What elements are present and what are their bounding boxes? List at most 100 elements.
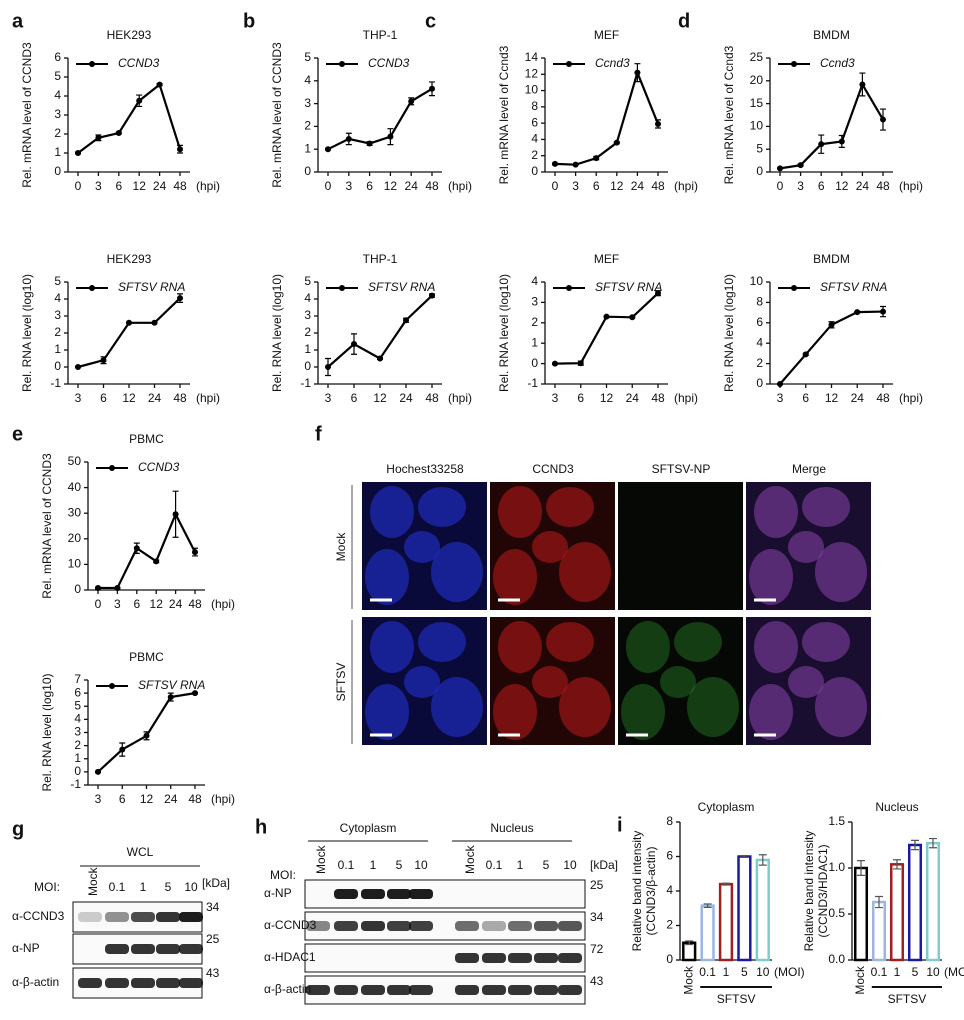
y-axis-label: Rel. RNA level (log10) bbox=[270, 274, 284, 392]
y-tick-label: 0 bbox=[54, 164, 61, 178]
y-tick-label: 0 bbox=[531, 164, 538, 178]
y-tick-label: 0 bbox=[531, 356, 538, 370]
data-point bbox=[95, 134, 102, 141]
legend-marker bbox=[566, 285, 572, 291]
lane-label: Mock bbox=[314, 844, 328, 874]
cell bbox=[493, 684, 537, 740]
column-label: CCND3 bbox=[532, 462, 574, 476]
x-tick-label: 6 bbox=[115, 179, 122, 193]
x-tick-label: 12 bbox=[610, 179, 624, 193]
data-point bbox=[325, 364, 331, 370]
data-point bbox=[143, 732, 150, 739]
blot-band bbox=[361, 889, 385, 899]
blot-band bbox=[156, 978, 180, 988]
blot-band bbox=[455, 985, 479, 995]
kda-label: 25 bbox=[206, 932, 220, 946]
blot-band bbox=[105, 912, 129, 922]
legend-marker bbox=[791, 61, 797, 67]
data-point bbox=[192, 690, 198, 697]
data-point bbox=[797, 162, 804, 169]
blot-band bbox=[387, 985, 411, 995]
data-point bbox=[126, 319, 132, 326]
y-tick-label: 4 bbox=[756, 335, 763, 349]
data-point bbox=[119, 746, 126, 753]
y-tick-label: -1 bbox=[70, 777, 81, 791]
chart-title: BMDM bbox=[813, 28, 850, 42]
y-tick-label: 5 bbox=[74, 698, 81, 712]
kda-label: 72 bbox=[590, 942, 604, 956]
y-tick-label: 6 bbox=[756, 315, 763, 329]
cell bbox=[365, 549, 409, 605]
data-point bbox=[114, 584, 121, 591]
bar bbox=[907, 843, 923, 962]
error-bar bbox=[703, 903, 712, 908]
micrograph bbox=[618, 617, 743, 745]
blot-band bbox=[409, 889, 433, 899]
x-tick-label: 48 bbox=[651, 179, 665, 193]
cell bbox=[493, 549, 537, 605]
y-tick-label: 2 bbox=[666, 918, 673, 932]
y-tick-label: 4 bbox=[304, 291, 311, 305]
x-tick-label: 6 bbox=[577, 391, 584, 405]
error-bar bbox=[875, 895, 883, 909]
cell bbox=[559, 677, 611, 737]
x-tick-label: 24 bbox=[169, 597, 183, 611]
kda-label: 34 bbox=[206, 900, 220, 914]
chart-title: PBMC bbox=[129, 650, 164, 664]
blot-band bbox=[306, 921, 330, 931]
row-label: SFTSV bbox=[334, 663, 348, 702]
cell bbox=[546, 622, 594, 662]
y-tick-label: 5 bbox=[304, 274, 311, 288]
y-tick-label: 0.0 bbox=[828, 952, 845, 966]
y-tick-label: 40 bbox=[68, 480, 82, 494]
data-point bbox=[95, 584, 101, 591]
y-tick-label: 50 bbox=[68, 454, 82, 468]
cell bbox=[674, 622, 722, 662]
y-tick-label: 4 bbox=[666, 883, 673, 897]
kda-label: 25 bbox=[590, 878, 604, 892]
blot-row-label: α-CCND3 bbox=[12, 909, 65, 923]
x-tick-label: 6 bbox=[351, 391, 358, 405]
blot-band bbox=[387, 889, 411, 899]
x-tick-label: 3 bbox=[797, 179, 804, 193]
y-tick-label: 30 bbox=[68, 505, 82, 519]
blot-band bbox=[105, 978, 129, 988]
y-tick-label: 5 bbox=[54, 274, 61, 288]
x-tick-label: 24 bbox=[405, 179, 419, 193]
x-tick-label: 0 bbox=[75, 179, 82, 193]
data-point bbox=[593, 155, 600, 162]
y-tick-label: 1 bbox=[74, 751, 81, 765]
data-point bbox=[177, 295, 183, 302]
x-tick-label: 3 bbox=[345, 179, 352, 193]
y-tick-label: 20 bbox=[750, 73, 764, 87]
y-axis-label: (CCND3/β-actin) bbox=[644, 847, 658, 936]
legend-marker bbox=[109, 465, 115, 471]
row-label: Mock bbox=[334, 532, 348, 562]
y-tick-label: 0 bbox=[54, 359, 61, 373]
y-axis-label: Rel. mRNA level of CCND3 bbox=[40, 453, 54, 599]
cell bbox=[404, 531, 440, 563]
group-label: Nucleus bbox=[490, 821, 533, 835]
x-axis-label: (hpi) bbox=[448, 391, 472, 405]
bar bbox=[737, 855, 752, 962]
x-tick-label: 6 bbox=[802, 391, 809, 405]
legend-label: CCND3 bbox=[118, 56, 160, 70]
x-axis-label: (MOI) bbox=[774, 965, 805, 979]
blot-row-label: α-β-actin bbox=[12, 975, 59, 989]
data-point bbox=[603, 313, 610, 320]
blot-row-label: α-NP bbox=[12, 941, 40, 955]
chart-title: MEF bbox=[594, 28, 619, 42]
cell bbox=[532, 531, 568, 563]
data-point bbox=[408, 98, 415, 105]
x-tick-label: 12 bbox=[384, 179, 398, 193]
legend-label: SFTSV RNA bbox=[138, 678, 205, 692]
x-tick-label: 48 bbox=[188, 792, 202, 806]
x-axis-label: (hpi) bbox=[196, 391, 220, 405]
cell bbox=[802, 487, 850, 527]
y-tick-label: 1 bbox=[304, 342, 311, 356]
x-tick-label: 10 bbox=[756, 965, 770, 979]
data-point bbox=[151, 319, 158, 326]
error-bar bbox=[758, 854, 767, 866]
cell bbox=[802, 622, 850, 662]
y-tick-label: 0.5 bbox=[828, 906, 845, 920]
